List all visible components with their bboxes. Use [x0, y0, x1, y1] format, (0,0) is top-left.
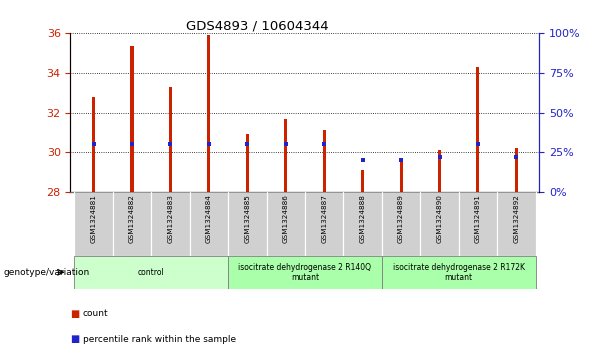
Text: genotype/variation: genotype/variation: [3, 268, 89, 277]
Text: ■: ■: [70, 334, 80, 344]
Bar: [459, 192, 497, 256]
Text: GDS4893 / 10604344: GDS4893 / 10604344: [186, 20, 329, 33]
Bar: [497, 192, 536, 256]
Bar: [228, 192, 267, 256]
Text: ■: ■: [70, 309, 80, 319]
Text: GSM1324891: GSM1324891: [475, 194, 481, 243]
Text: GSM1324885: GSM1324885: [245, 194, 250, 243]
Bar: [361, 170, 364, 192]
Bar: [207, 35, 210, 192]
Text: isocitrate dehydrogenase 2 R172K
mutant: isocitrate dehydrogenase 2 R172K mutant: [393, 262, 525, 282]
Bar: [284, 118, 287, 192]
Text: percentile rank within the sample: percentile rank within the sample: [83, 335, 236, 344]
Bar: [515, 148, 518, 192]
Text: GSM1324887: GSM1324887: [321, 194, 327, 243]
Bar: [131, 46, 134, 192]
Text: GSM1324882: GSM1324882: [129, 194, 135, 243]
Bar: [421, 192, 459, 256]
Text: isocitrate dehydrogenase 2 R140Q
mutant: isocitrate dehydrogenase 2 R140Q mutant: [238, 262, 371, 282]
Bar: [305, 192, 343, 256]
Bar: [343, 192, 382, 256]
Text: GSM1324884: GSM1324884: [206, 194, 212, 243]
Bar: [113, 192, 151, 256]
Text: control: control: [138, 268, 164, 277]
Text: GSM1324883: GSM1324883: [167, 194, 173, 243]
Text: GSM1324889: GSM1324889: [398, 194, 404, 243]
Bar: [246, 135, 249, 192]
Bar: [151, 192, 189, 256]
Bar: [382, 192, 421, 256]
Text: GSM1324881: GSM1324881: [91, 194, 97, 243]
Text: GSM1324888: GSM1324888: [360, 194, 365, 243]
Bar: [382, 256, 536, 289]
Text: count: count: [83, 310, 109, 318]
Text: GSM1324890: GSM1324890: [436, 194, 443, 243]
Bar: [189, 192, 228, 256]
Bar: [438, 150, 441, 192]
Bar: [228, 256, 382, 289]
Bar: [476, 67, 479, 192]
Bar: [322, 130, 326, 192]
Text: GSM1324892: GSM1324892: [513, 194, 519, 243]
Bar: [267, 192, 305, 256]
Bar: [400, 158, 403, 192]
Bar: [92, 97, 95, 192]
Bar: [169, 87, 172, 192]
Bar: [74, 192, 113, 256]
Text: GSM1324886: GSM1324886: [283, 194, 289, 243]
Bar: [74, 256, 228, 289]
